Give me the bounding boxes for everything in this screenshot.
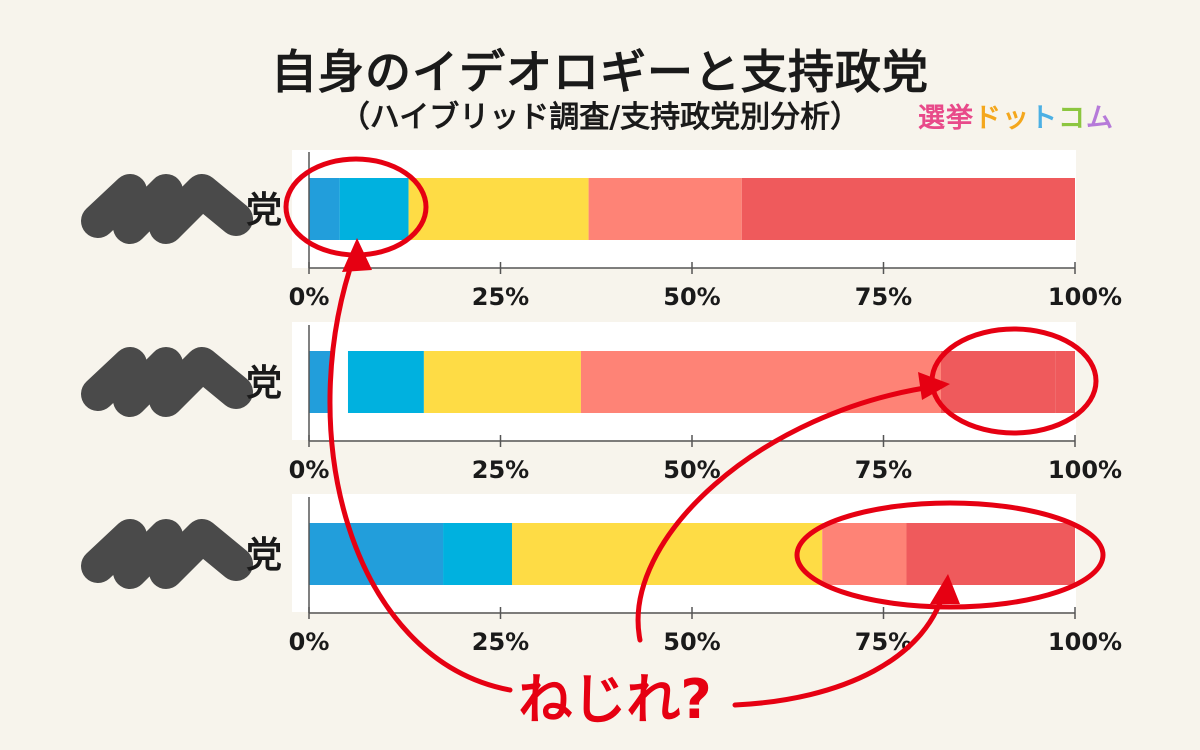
bar-segment bbox=[580, 351, 941, 413]
x-tick-label: 25% bbox=[472, 628, 529, 656]
x-tick-label: 0% bbox=[289, 456, 330, 484]
arrow-head bbox=[918, 372, 950, 400]
x-tick-label: 50% bbox=[663, 628, 720, 656]
annotation-arrow bbox=[635, 383, 941, 643]
logo-letter: ト bbox=[1030, 103, 1058, 134]
x-tick-label: 75% bbox=[855, 283, 912, 311]
logo-letter: コ bbox=[1058, 103, 1086, 134]
logo-letter: 選 bbox=[918, 103, 946, 134]
x-tick-label: 25% bbox=[472, 283, 529, 311]
redacted-party-mark bbox=[81, 519, 253, 589]
bar-segment bbox=[741, 178, 1075, 240]
bar-segment bbox=[309, 523, 444, 585]
party-label: 党 bbox=[246, 363, 282, 404]
x-tick-label: 100% bbox=[1048, 283, 1122, 311]
x-tick-label: 25% bbox=[472, 456, 529, 484]
bar-segment bbox=[588, 178, 742, 240]
x-tick-label: 0% bbox=[289, 283, 330, 311]
arrow-head bbox=[930, 574, 960, 604]
party-label: 党 bbox=[246, 190, 282, 231]
bar-segment bbox=[1055, 351, 1075, 413]
logo-letter: ッ bbox=[1002, 103, 1030, 134]
chart-title: 自身のイデオロギーと支持政党 bbox=[271, 45, 929, 99]
x-tick-label: 50% bbox=[663, 456, 720, 484]
annotation-arrow bbox=[732, 580, 949, 708]
x-tick-label: 100% bbox=[1048, 628, 1122, 656]
x-tick-label: 0% bbox=[289, 628, 330, 656]
party-label: 党 bbox=[246, 535, 282, 576]
bar-segment bbox=[511, 523, 823, 585]
chart-subtitle: （ハイブリッド調査/支持政党別分析） bbox=[339, 100, 861, 135]
bar-segment bbox=[309, 351, 332, 413]
bar-segment bbox=[309, 178, 340, 240]
annotation-arrow bbox=[327, 245, 513, 693]
bar-gap bbox=[331, 351, 348, 413]
logo-letter: ド bbox=[974, 103, 1002, 134]
x-tick-label: 75% bbox=[855, 456, 912, 484]
bar-segment bbox=[822, 523, 907, 585]
bar-segment bbox=[423, 351, 581, 413]
callout-text: ねじれ? bbox=[518, 668, 711, 731]
bar-segment bbox=[940, 351, 1056, 413]
x-tick-label: 50% bbox=[663, 283, 720, 311]
bar-segment bbox=[906, 523, 1075, 585]
logo-letter: 挙 bbox=[946, 103, 974, 134]
redacted-party-mark bbox=[81, 174, 253, 244]
logo-letter: ム bbox=[1086, 103, 1114, 134]
highlight-ellipse bbox=[794, 500, 1106, 610]
arrow-head bbox=[342, 238, 372, 272]
bar-segment bbox=[443, 523, 512, 585]
x-tick-label: 100% bbox=[1048, 456, 1122, 484]
bar-segment bbox=[408, 178, 589, 240]
redacted-party-mark bbox=[81, 347, 253, 417]
site-logo: 選挙ドットコム bbox=[918, 96, 1114, 135]
bar-segment bbox=[339, 178, 409, 240]
